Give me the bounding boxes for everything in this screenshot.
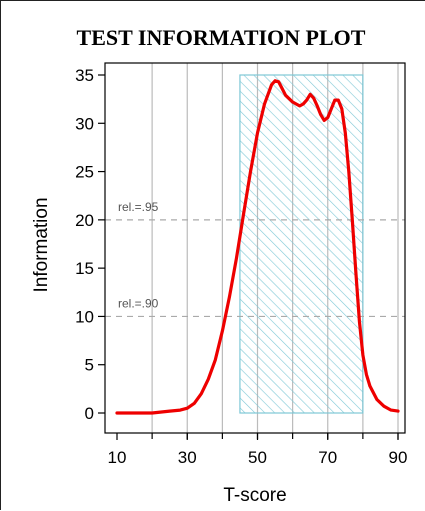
y-tick-label-20: 20 — [75, 211, 94, 230]
reference-line-label-1: rel.=.95 — [118, 200, 159, 214]
plot-border — [104, 62, 406, 434]
y-tick-label-30: 30 — [75, 114, 94, 133]
reference-lines: rel.=.95 rel.=.90 — [105, 200, 405, 318]
y-tick-label-25: 25 — [75, 163, 94, 182]
chart-title: TEST INFORMATION PLOT — [77, 25, 366, 50]
x-tick-label-70: 70 — [318, 448, 337, 467]
reference-line-label-2: rel.=.90 — [118, 296, 159, 310]
x-tick-label-50: 50 — [248, 448, 267, 467]
series-group — [115, 79, 400, 415]
y-axis-label: Information — [31, 197, 52, 292]
y-tick-label-35: 35 — [75, 66, 94, 85]
information-curve — [115, 79, 400, 415]
x-tick-label-10: 10 — [108, 448, 127, 467]
y-tick-label-0: 0 — [85, 404, 94, 423]
axes: 0 5 10 15 20 25 30 35 10 30 50 70 90 — [75, 62, 408, 467]
y-tick-label-15: 15 — [75, 259, 94, 278]
x-tick-label-90: 90 — [389, 448, 408, 467]
y-tick-label-10: 10 — [75, 307, 94, 326]
y-tick-label-5: 5 — [85, 356, 94, 375]
x-tick-label-30: 30 — [178, 448, 197, 467]
x-axis-label: T-score — [223, 485, 286, 506]
